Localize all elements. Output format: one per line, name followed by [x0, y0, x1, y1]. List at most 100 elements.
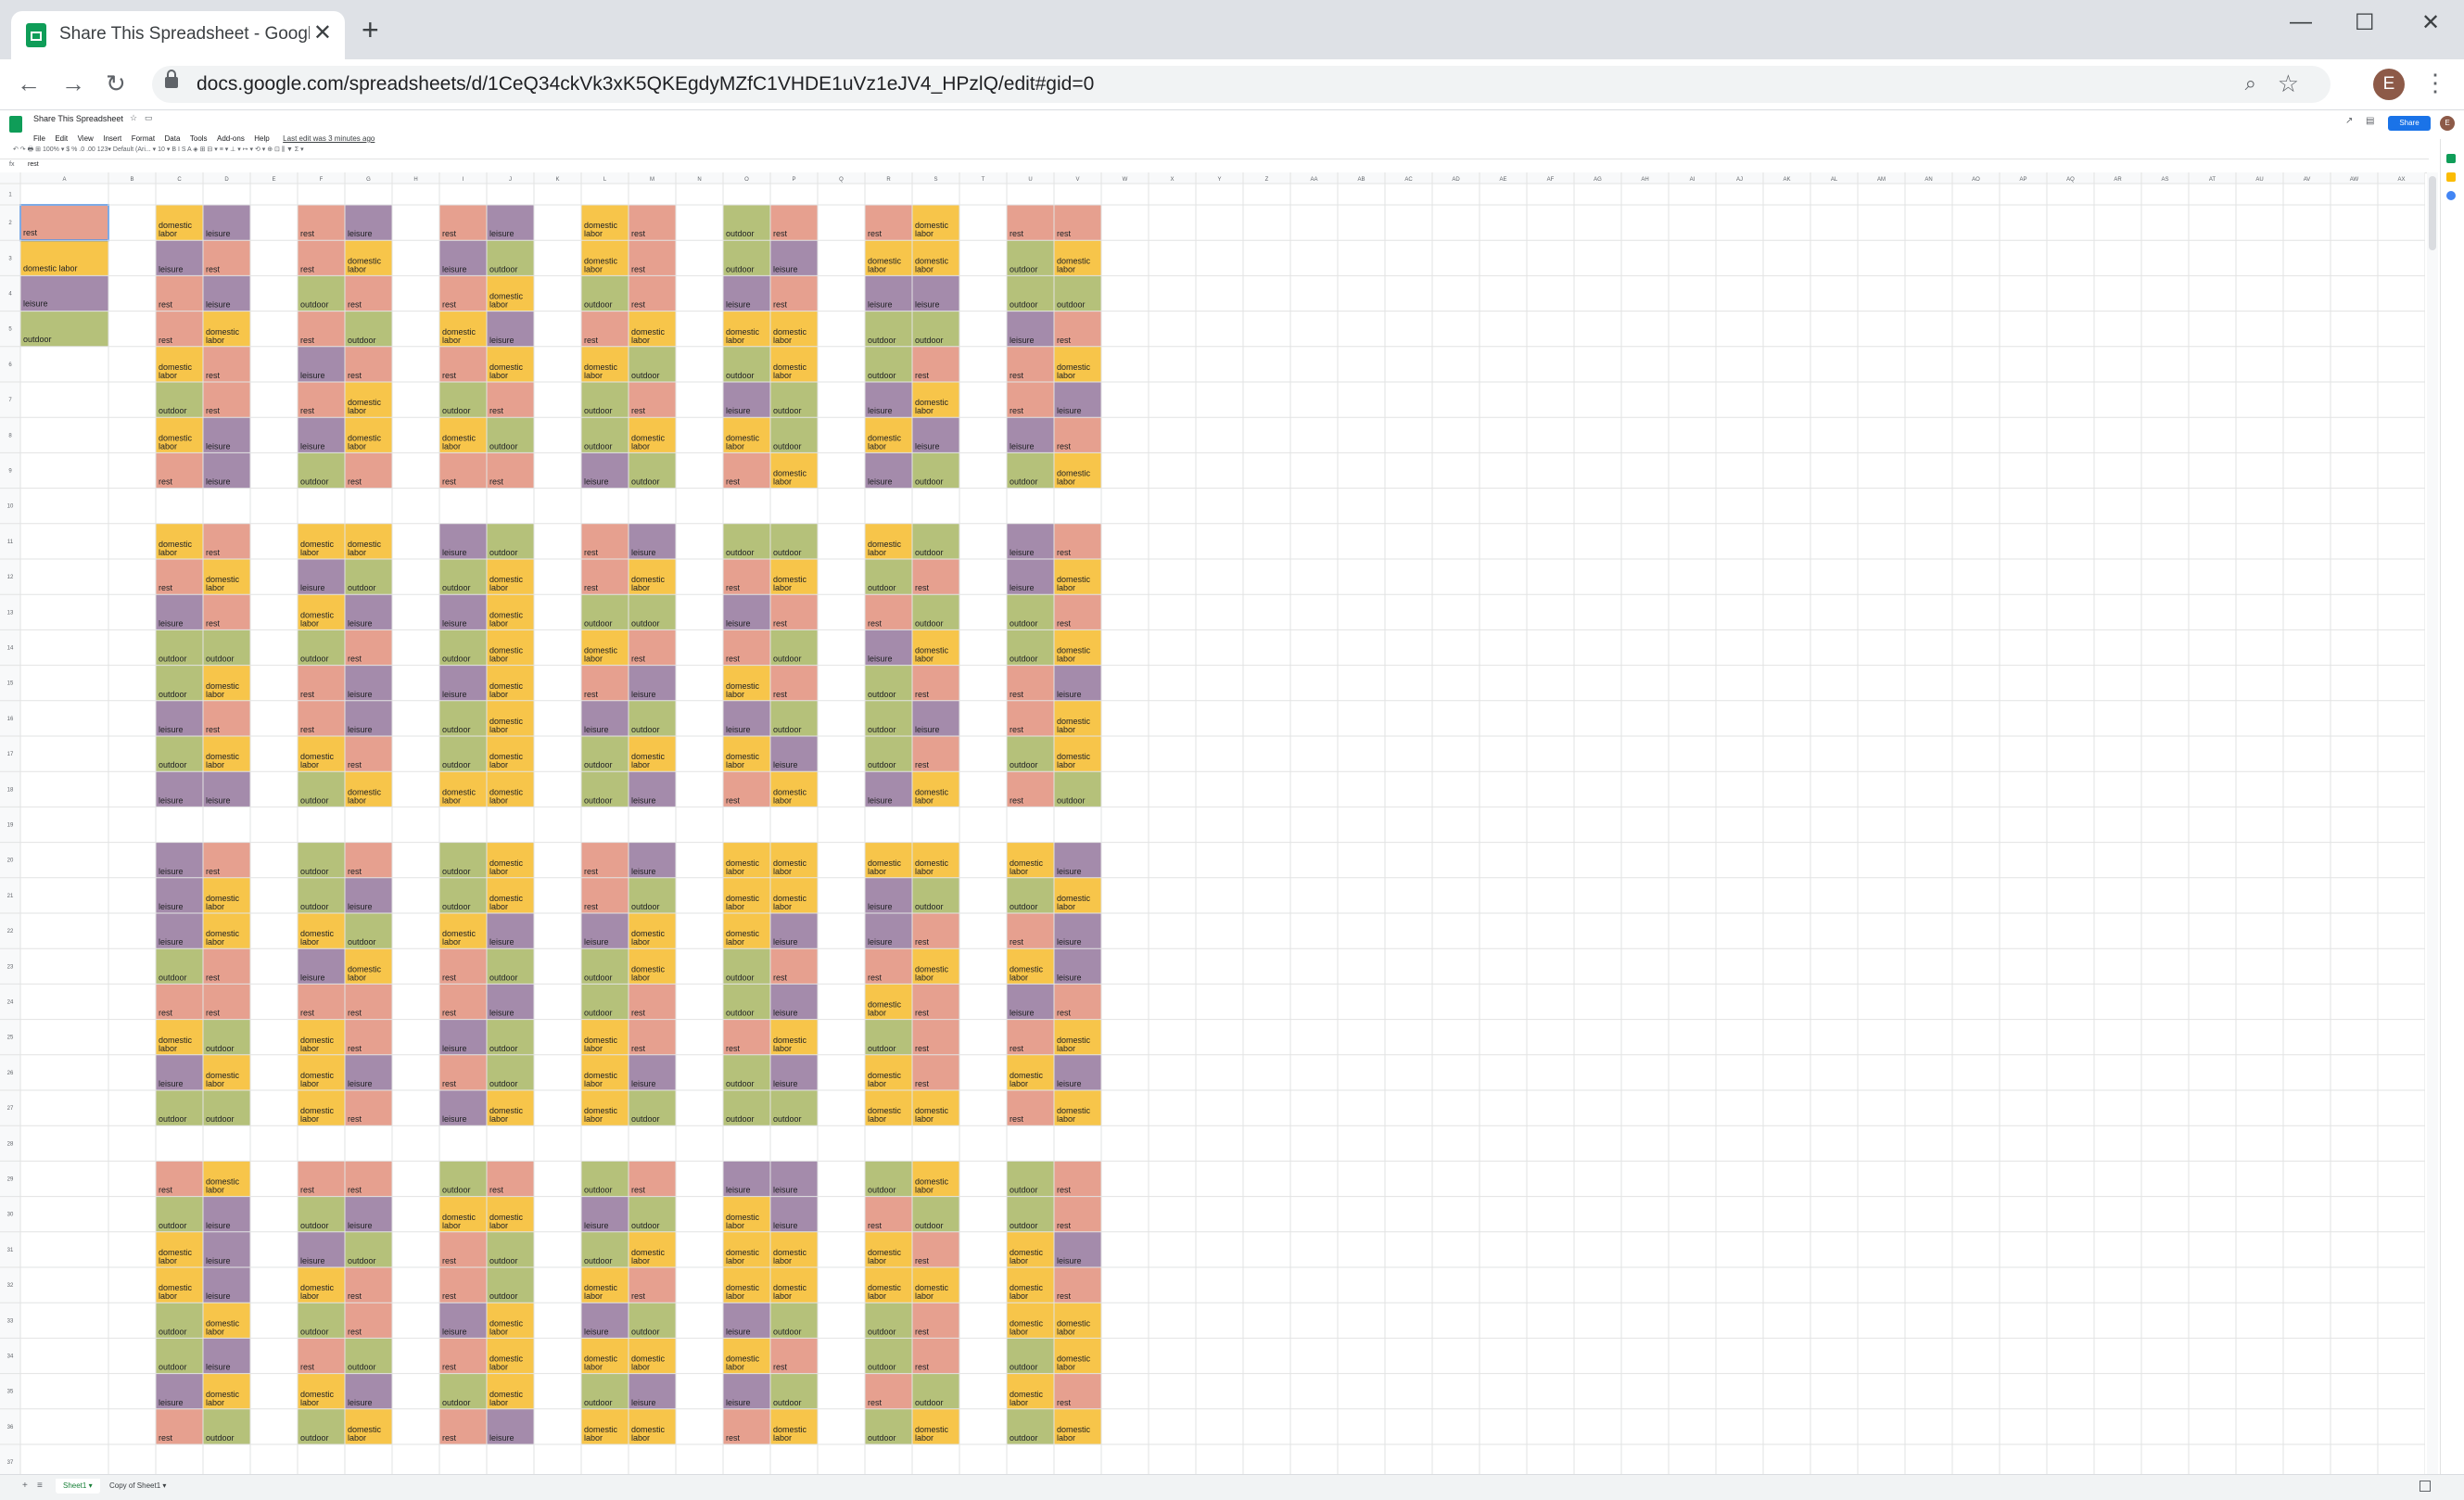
cell-domestic-labor	[865, 1090, 912, 1126]
cell-text: outdoor	[773, 725, 802, 734]
omnibox[interactable]: docs.google.com/spreadsheets/d/1CeQ34ckV…	[152, 66, 2331, 103]
menu-view[interactable]: View	[77, 134, 94, 143]
profile-avatar[interactable]: E	[2373, 69, 2405, 100]
bookmark-star-icon[interactable]: ☆	[2277, 70, 2299, 97]
cell-text: domestic labor	[726, 1354, 760, 1372]
browser-menu-icon[interactable]: ⋮	[2423, 69, 2447, 96]
cell-text: rest	[773, 300, 788, 310]
comments-icon[interactable]: ▤	[2366, 116, 2375, 126]
cell-leisure	[203, 205, 250, 241]
cell-domestic-labor	[203, 559, 250, 595]
cell-text: outdoor	[868, 1363, 896, 1372]
lock-icon[interactable]	[165, 70, 178, 88]
cell-rest	[912, 984, 959, 1020]
cell-domestic-labor	[723, 1196, 770, 1232]
cell-leisure	[770, 736, 818, 772]
cell-text: outdoor	[868, 583, 896, 592]
row-header: 35	[7, 1390, 14, 1395]
share-button[interactable]: Share	[2388, 116, 2431, 131]
calendar-icon[interactable]	[2446, 154, 2456, 163]
star-icon[interactable]: ☆	[130, 113, 138, 122]
keep-icon[interactable]	[2446, 172, 2456, 182]
cell-text: leisure	[631, 548, 656, 557]
avatar[interactable]: E	[2440, 116, 2455, 131]
column-header: H	[413, 177, 417, 183]
all-sheets-icon[interactable]: ≡	[37, 1481, 43, 1491]
back-icon[interactable]: ←	[17, 70, 41, 97]
cell-rest	[439, 452, 487, 489]
cell-text: domestic labor	[773, 858, 807, 876]
menu-format[interactable]: Format	[131, 134, 156, 143]
cell-rest	[770, 665, 818, 701]
cell-outdoor	[723, 948, 770, 985]
cell-text: outdoor	[773, 406, 802, 415]
cell-outdoor	[629, 346, 676, 382]
menu-help[interactable]: Help	[254, 134, 270, 143]
close-tab-icon[interactable]: ✕	[312, 20, 332, 45]
cell-text: rest	[631, 1186, 646, 1195]
reload-icon[interactable]: ↻	[106, 70, 126, 97]
cell-text: domestic labor	[773, 894, 807, 911]
cell-text: outdoor	[489, 441, 518, 451]
cell-text: outdoor	[915, 336, 944, 345]
sheets-logo-icon[interactable]	[9, 116, 22, 133]
cell-rest	[439, 1338, 487, 1374]
zoom-icon[interactable]: ⌕	[2244, 71, 2256, 95]
menu-data[interactable]: Data	[164, 134, 181, 143]
cell-text: domestic labor	[631, 752, 666, 769]
cell-text: domestic labor	[489, 1213, 524, 1230]
cell-text: domestic labor	[631, 1425, 666, 1443]
cell-domestic-labor	[1054, 559, 1101, 595]
url-text[interactable]: docs.google.com/spreadsheets/d/1CeQ34ckV…	[197, 73, 1095, 95]
cell-text: outdoor	[584, 406, 613, 415]
minimize-button[interactable]: —	[2290, 9, 2312, 34]
column-header: AD	[1452, 177, 1460, 183]
cell-domestic-labor	[581, 1019, 629, 1055]
maximize-button[interactable]: ☐	[2355, 10, 2375, 35]
vertical-scrollbar[interactable]	[2427, 172, 2438, 1474]
menu-edit[interactable]: Edit	[55, 134, 69, 143]
cell-text: outdoor	[773, 1398, 802, 1407]
cell-domestic-labor	[581, 205, 629, 241]
browser-tab[interactable]: Share This Spreadsheet - Google ✕	[11, 11, 345, 59]
explore-icon[interactable]	[2420, 1481, 2431, 1492]
formula-input[interactable]: rest	[28, 161, 39, 168]
cell-outdoor	[581, 594, 629, 630]
spreadsheet-grid[interactable]: domestic labor leisure rest leisure rest leisu…	[0, 172, 2425, 1474]
menu-insert[interactable]: Insert	[103, 134, 122, 143]
column-header: I	[463, 177, 464, 183]
cell-text: leisure	[300, 371, 325, 380]
close-window-button[interactable]: ✕	[2421, 10, 2441, 35]
grid-canvas[interactable]: domestic labor leisure rest leisure rest leisu…	[0, 172, 2425, 1474]
document-title[interactable]: Share This Spreadsheet	[33, 114, 123, 123]
cell-domestic-labor	[629, 559, 676, 595]
cell-outdoor	[581, 984, 629, 1020]
row-header: 30	[7, 1213, 14, 1218]
sheet-tab-sheet1[interactable]: Sheet1 ▾	[56, 1479, 100, 1494]
tasks-icon[interactable]	[2446, 191, 2456, 200]
cell-text: domestic labor	[206, 327, 240, 345]
cell-domestic-labor	[487, 1090, 534, 1126]
formatting-toolbar[interactable]: ↶ ↷ 🖶 ⊞ 100% ▾ $ % .0 .00 123▾ Default (…	[13, 146, 304, 153]
folder-icon[interactable]: ▭	[145, 113, 153, 122]
new-tab-button[interactable]: +	[362, 13, 379, 46]
cell-domestic-labor	[723, 736, 770, 772]
cell-domestic-labor	[487, 1196, 534, 1232]
menu-file[interactable]: File	[33, 134, 45, 143]
sheet-tab-copy[interactable]: Copy of Sheet1 ▾	[109, 1481, 167, 1490]
menu-tools[interactable]: Tools	[189, 134, 208, 143]
column-header: AF	[1547, 177, 1555, 183]
cell-rest	[156, 984, 203, 1020]
cell-text: leisure	[206, 1221, 231, 1230]
last-edit-link[interactable]: Last edit was 3 minutes ago	[283, 134, 375, 143]
cell-text: outdoor	[584, 972, 613, 982]
scrollbar-thumb[interactable]	[2429, 176, 2436, 250]
forward-icon[interactable]: →	[61, 70, 85, 97]
cell-leisure	[298, 346, 345, 382]
activity-icon[interactable]: ↗	[2345, 116, 2354, 126]
tab-title: Share This Spreadsheet - Google	[59, 24, 310, 44]
cell-text: rest	[773, 972, 788, 982]
menu-addons[interactable]: Add-ons	[217, 134, 245, 143]
add-sheet-icon[interactable]: +	[22, 1481, 28, 1491]
cell-leisure	[629, 665, 676, 701]
